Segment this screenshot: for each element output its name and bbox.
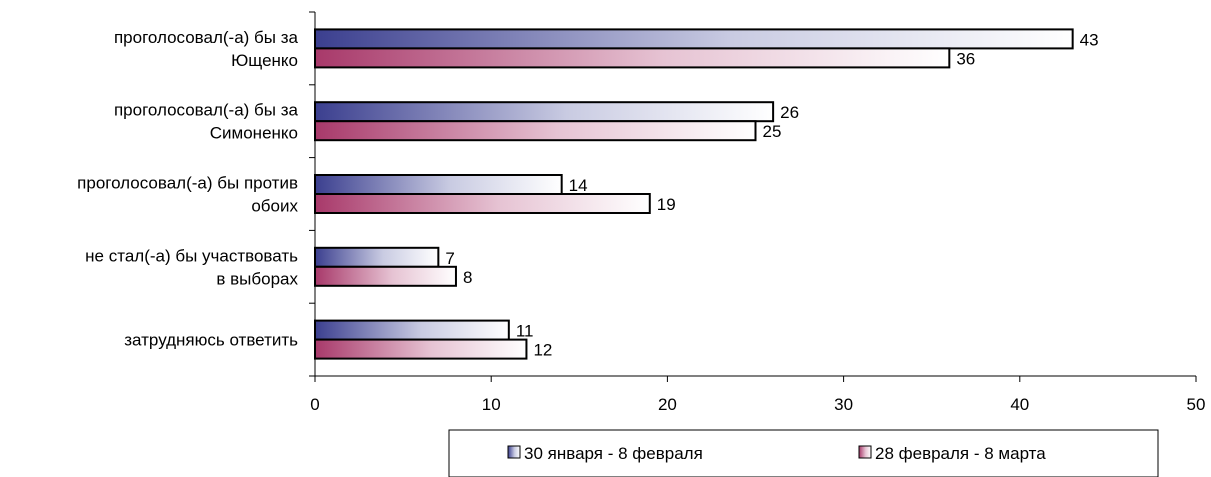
data-label: 25 — [763, 122, 782, 141]
data-label: 14 — [569, 176, 588, 195]
data-label: 43 — [1080, 30, 1099, 49]
data-label: 8 — [463, 268, 472, 287]
category-label: затрудняюсь ответить — [124, 331, 298, 350]
x-tick-label: 40 — [1010, 395, 1029, 414]
bar-series-1 — [314, 319, 510, 341]
bar-series-1 — [314, 246, 440, 268]
category-label: проголосовал(-а) бы против обоих — [77, 174, 298, 216]
category-label: проголосовал(-а) бы за Ющенко — [114, 28, 299, 70]
data-label: 26 — [780, 103, 799, 122]
bar-series-1 — [314, 101, 775, 123]
x-tick-label: 0 — [310, 395, 319, 414]
plot-area: 0 10 20 30 40 50 проголосовал(-а) бы за Ющенко 4… — [77, 11, 1206, 414]
x-tick-label: 10 — [482, 395, 501, 414]
x-tick-label: 30 — [834, 395, 853, 414]
data-label: 36 — [956, 49, 975, 68]
data-label: 7 — [445, 249, 454, 268]
legend-swatch — [858, 445, 872, 459]
legend-box — [448, 429, 1159, 477]
data-label: 11 — [516, 322, 534, 341]
bar-series-1 — [314, 174, 563, 195]
category-label: проголосовал(-а) бы за Симоненко — [114, 101, 299, 143]
legend-label: 28 февраля - 8 марта — [875, 444, 1046, 463]
legend-swatch — [507, 445, 521, 459]
data-label: 19 — [657, 195, 676, 214]
bar-series-1 — [314, 28, 1074, 50]
legend: 30 января - 8 февраля 28 февраля - 8 март… — [448, 429, 1159, 477]
data-label: 12 — [533, 341, 552, 360]
x-tick-label: 20 — [658, 395, 677, 414]
bar-series-2 — [314, 338, 528, 360]
bar-series-2 — [314, 265, 457, 287]
category-label: не стал(-а) бы участвовать в выборах — [85, 246, 298, 288]
x-tick-label: 50 — [1187, 395, 1206, 414]
bar-series-2 — [314, 193, 651, 214]
bar-series-2 — [314, 47, 951, 69]
bar-series-2 — [314, 120, 757, 142]
legend-label: 30 января - 8 февраля — [524, 444, 703, 463]
